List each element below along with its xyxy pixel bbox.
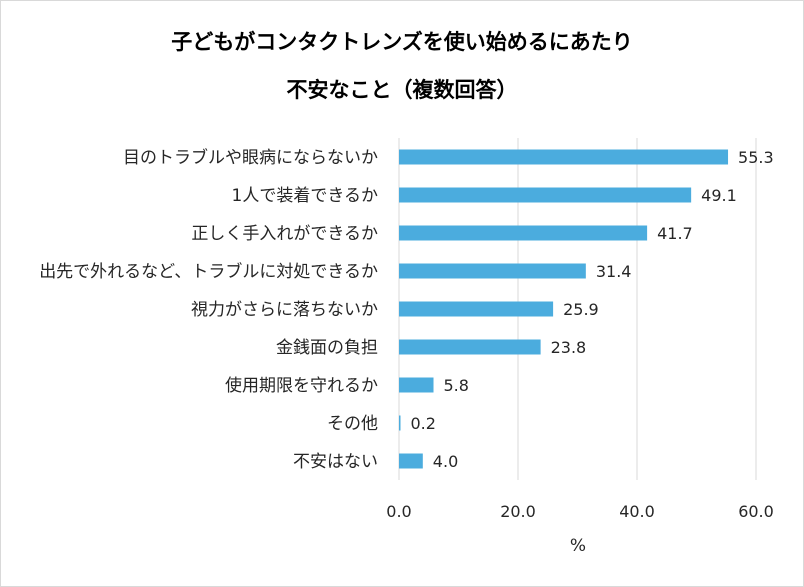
category-label: 正しく手入れができるか <box>191 224 378 244</box>
bar <box>399 339 541 355</box>
category-label: その他 <box>327 414 378 434</box>
bar <box>399 149 729 165</box>
bar <box>399 301 554 317</box>
value-labels: 55.349.1 41.7 31.4 25.9 23.8 5.8 0.2 4.0 <box>411 148 774 471</box>
category-label: 出先で外れるなど、トラブルに対処できるか <box>39 261 378 282</box>
x-tick-label: 40.0 <box>619 502 655 521</box>
x-tick-labels: 0.0 20.0 40.0 60.0 <box>386 502 774 521</box>
bar <box>399 415 401 431</box>
data-label: 0.2 <box>411 414 436 433</box>
bar <box>399 453 423 469</box>
x-tick-label: 60.0 <box>738 502 774 521</box>
data-label: 4.0 <box>433 452 458 471</box>
x-axis-title: % <box>569 536 587 556</box>
category-label: 不安はない <box>293 452 378 472</box>
x-tick-label: 0.0 <box>386 502 411 521</box>
category-label: 目のトラブルや眼病にならないか <box>123 147 378 168</box>
data-label: 49.1 <box>701 186 737 205</box>
data-label: 41.7 <box>657 224 693 243</box>
category-labels: 目のトラブルや眼病にならないか 1人で装着できるか正しく手入れができるか出先で外れ… <box>39 147 378 472</box>
bar <box>399 263 586 279</box>
category-label: 使用期限を守れるか <box>225 375 378 396</box>
data-label: 31.4 <box>596 262 632 281</box>
data-label: 23.8 <box>551 338 587 357</box>
data-label: 55.3 <box>738 148 774 167</box>
category-label: 視力がさらに落ちないか <box>191 300 378 320</box>
data-label: 25.9 <box>563 300 599 319</box>
chart-title-line-2: 不安なこと（複数回答） <box>286 78 518 102</box>
data-label: 5.8 <box>444 376 469 395</box>
bar <box>399 377 434 393</box>
chart-title-line-1: 子どもがコンタクトレンズを使い始めるにあたり <box>171 30 633 54</box>
bars-group <box>399 149 729 469</box>
bar <box>399 225 648 241</box>
category-label: 1人で装着できるか <box>232 186 378 206</box>
category-label: 金銭面の負担 <box>276 338 378 358</box>
x-tick-label: 20.0 <box>500 502 536 521</box>
bar <box>399 187 692 203</box>
